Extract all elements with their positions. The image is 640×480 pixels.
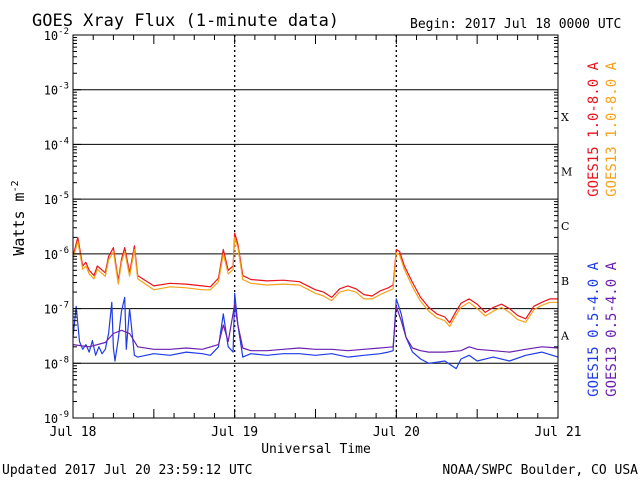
legend-entry-1: GOES13 1.0-8.0 A	[604, 61, 620, 196]
series-line-1	[72, 236, 558, 328]
flare-class-label: X	[561, 111, 569, 124]
flare-class-label: C	[561, 220, 569, 233]
x-tick-label: Jul 19	[211, 425, 258, 440]
y-tick-base: 10	[44, 193, 58, 207]
y-tick-base: 10	[44, 138, 58, 152]
y-tick-exponent: -3	[58, 82, 69, 92]
y-axis-label-text: Watts m	[10, 192, 28, 255]
y-tick-exponent: -9	[58, 410, 69, 420]
x-tick-label: Jul 18	[50, 425, 97, 440]
y-tick-label: 10-7	[44, 301, 69, 317]
y-tick-exponent: -2	[58, 27, 69, 37]
legend-entry-0: GOES15 1.0-8.0 A	[586, 61, 602, 196]
y-tick-label: 10-4	[44, 136, 69, 152]
flare-class-label: B	[561, 275, 569, 288]
legend: GOES15 1.0-8.0 A GOES13 1.0-8.0 A GOES15 0…	[586, 61, 620, 396]
y-tick-base: 10	[44, 303, 58, 317]
chart-title: GOES Xray Flux (1-minute data)	[32, 11, 339, 31]
y-tick-label: 10-9	[44, 410, 69, 426]
updated-label: Updated 2017 Jul 20 23:59:12 UTC	[2, 463, 252, 478]
x-axis-label: Universal Time	[261, 442, 371, 457]
y-tick-base: 10	[44, 84, 58, 98]
flare-class-label: M	[561, 166, 572, 179]
series-line-3	[72, 303, 559, 353]
legend-entry-2: GOES15 0.5-4.0 A	[586, 261, 602, 396]
y-tick-label: 10-2	[44, 27, 69, 43]
y-tick-label: 10-8	[44, 355, 69, 371]
series-line-2	[72, 292, 559, 370]
y-tick-exponent: -4	[58, 136, 69, 146]
credit-label: NOAA/SWPC Boulder, CO USA	[442, 463, 638, 478]
gridlines	[73, 35, 558, 418]
x-tick-label: Jul 20	[373, 425, 420, 440]
y-tick-base: 10	[44, 29, 58, 43]
y-tick-label: 10-6	[44, 246, 69, 262]
flare-class-label: A	[560, 330, 570, 343]
series-layer	[72, 232, 559, 370]
y-tick-exponent: -8	[58, 355, 69, 365]
legend-entry-3: GOES13 0.5-4.0 A	[604, 261, 620, 396]
y-axis-label: Watts m-2	[10, 180, 28, 255]
y-tick-base: 10	[44, 412, 58, 426]
y-tick-base: 10	[44, 248, 58, 262]
begin-label: Begin: 2017 Jul 18 0000 UTC	[410, 17, 621, 32]
x-tick-label: Jul 21	[535, 425, 582, 440]
y-tick-exponent: -5	[58, 191, 69, 201]
y-tick-label: 10-3	[44, 82, 69, 98]
y-tick-exponent: -7	[58, 301, 69, 311]
y-axis-label-exponent: -2	[10, 180, 21, 192]
y-tick-label: 10-5	[44, 191, 69, 207]
y-tick-exponent: -6	[58, 246, 69, 256]
y-tick-base: 10	[44, 357, 58, 371]
